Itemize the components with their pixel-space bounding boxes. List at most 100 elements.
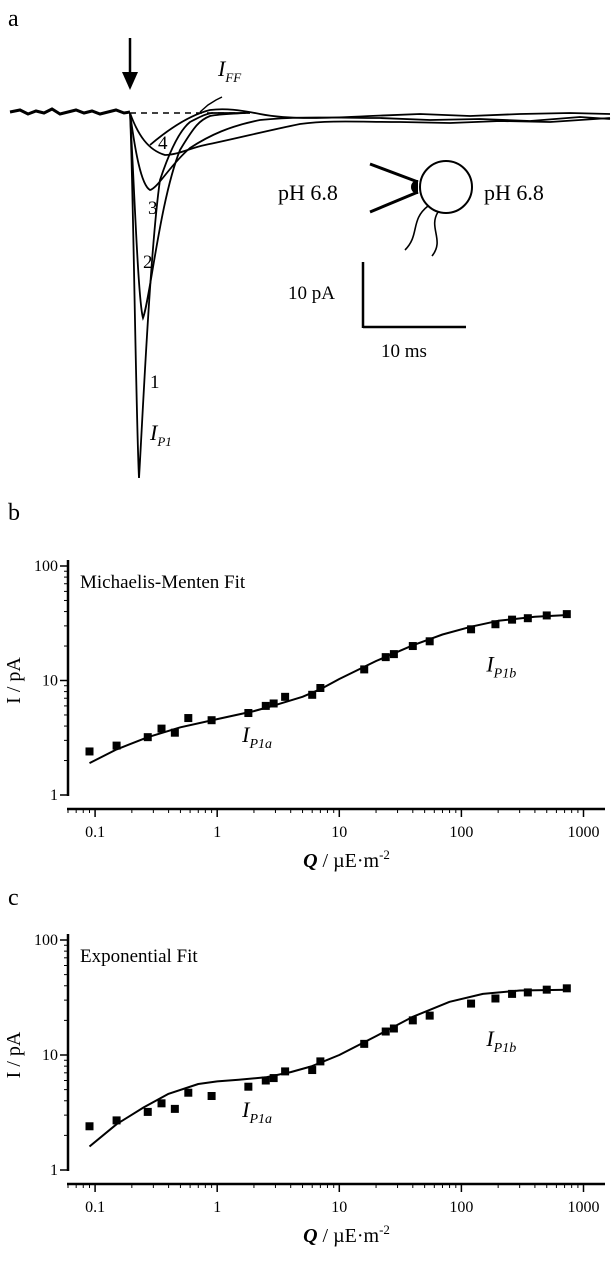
- data-point: [542, 611, 551, 620]
- annotation-ip1b: IP1b: [485, 651, 516, 681]
- cell-flagellum-2: [431, 211, 439, 257]
- panel-letter-c: c: [8, 885, 19, 911]
- trace-label-1: 1: [150, 372, 160, 393]
- data-point: [316, 683, 325, 692]
- scale-bars: 10 pA 10 ms: [288, 262, 466, 362]
- panel-a-traces: 4 3 2 1 IFF IP1: [9, 38, 611, 479]
- data-point: [170, 728, 179, 737]
- cell-flagellum-1: [404, 205, 429, 251]
- x-tick-label: 1: [213, 824, 221, 841]
- y-tick-label: 10: [42, 673, 58, 690]
- x-tick-label: 1000: [567, 824, 599, 841]
- y-axis-title: I / pA: [3, 1031, 25, 1078]
- x-axis-title: Q / µE·m-2: [303, 847, 390, 872]
- data-point: [308, 690, 317, 699]
- fit-curve: [88, 988, 569, 1148]
- data-point: [184, 714, 193, 723]
- scale-label-time: 10 ms: [381, 341, 427, 362]
- data-point: [491, 994, 500, 1003]
- data-point: [523, 988, 532, 997]
- x-tick-label: 100: [449, 1199, 473, 1216]
- data-point: [261, 701, 270, 710]
- trace-2: [129, 112, 246, 321]
- data-point: [143, 1107, 152, 1116]
- data-point: [157, 1099, 166, 1108]
- stimulus-arrow-head: [122, 72, 138, 90]
- pipette-upper-edge: [369, 162, 419, 184]
- data-point: [508, 989, 517, 998]
- data-point: [170, 1104, 179, 1113]
- data-point: [269, 699, 278, 708]
- data-point: [281, 692, 290, 701]
- panel-letter-a: a: [8, 6, 19, 32]
- data-point: [85, 747, 94, 756]
- x-tick-label: 1000: [567, 1199, 599, 1216]
- data-point: [381, 1027, 390, 1036]
- panel-b-plot: 1 10 100 0.1 1 10 100 1000 I / pA Q / µE·m-2 Micha…: [3, 558, 605, 872]
- data-point: [308, 1066, 317, 1075]
- data-point: [143, 733, 152, 742]
- x-axis-title: Q / µE·m-2: [303, 1222, 390, 1247]
- trace-3: [129, 112, 611, 191]
- cell-schematic: pH 6.8 pH 6.8: [278, 160, 544, 257]
- panel-letter-b: b: [8, 500, 20, 526]
- data-point: [562, 610, 571, 619]
- membrane-patch: [411, 180, 418, 194]
- trace-iff-rise: [199, 96, 223, 113]
- y-tick-label: 100: [34, 558, 58, 575]
- annotation-ip1a: IP1a: [241, 1097, 272, 1127]
- ph-label-left: pH 6.8: [278, 180, 338, 205]
- data-point: [184, 1088, 193, 1097]
- trace-label-4: 4: [158, 133, 168, 154]
- x-tick-label: 1: [213, 1199, 221, 1216]
- trace-1: [129, 112, 250, 479]
- x-tick-label: 10: [331, 824, 347, 841]
- y-tick-label: 10: [42, 1047, 58, 1064]
- trace-label-2: 2: [143, 252, 153, 273]
- data-point: [316, 1057, 325, 1066]
- x-tick-label: 0.1: [85, 824, 105, 841]
- data-point: [381, 653, 390, 662]
- data-point: [207, 1092, 216, 1101]
- data-point: [157, 724, 166, 733]
- panel-c-plot: 1 10 100 0.1 1 10 100 1000 I / pA Q / µE·m-2 Expon…: [3, 932, 605, 1247]
- plot-title: Exponential Fit: [80, 946, 198, 967]
- ph-label-right: pH 6.8: [484, 180, 544, 205]
- y-tick-label: 1: [50, 1162, 58, 1179]
- data-point: [85, 1122, 94, 1131]
- x-tick-label: 10: [331, 1199, 347, 1216]
- data-point: [523, 614, 532, 623]
- annotation-ip1a: IP1a: [241, 722, 272, 752]
- data-point: [491, 620, 500, 629]
- data-point: [542, 985, 551, 994]
- plot-title: Michaelis-Menten Fit: [80, 572, 246, 593]
- data-point: [269, 1074, 278, 1083]
- trace-baseline-pre: [9, 107, 131, 116]
- data-point: [408, 1016, 417, 1025]
- data-point: [389, 650, 398, 659]
- data-point: [425, 1011, 434, 1020]
- y-axis-title: I / pA: [3, 657, 25, 704]
- fit-curve: [89, 614, 569, 764]
- trace-label-3: 3: [148, 198, 158, 219]
- data-point: [244, 1082, 253, 1091]
- data-point: [360, 1039, 369, 1048]
- pipette-lower-edge: [369, 190, 419, 214]
- data-point: [467, 625, 476, 634]
- y-tick-label: 1: [50, 787, 58, 804]
- data-point: [508, 615, 517, 624]
- trace-4: [129, 112, 611, 156]
- label-iff: IFF: [217, 56, 242, 85]
- data-point: [360, 665, 369, 674]
- scale-label-current: 10 pA: [288, 283, 335, 304]
- data-point: [389, 1024, 398, 1033]
- x-tick-label: 100: [449, 824, 473, 841]
- data-point: [562, 984, 571, 993]
- label-ip1: IP1: [149, 420, 172, 449]
- cell-body: [419, 160, 473, 214]
- annotation-ip1b: IP1b: [485, 1026, 516, 1056]
- data-point: [281, 1067, 290, 1076]
- data-point: [425, 637, 434, 646]
- data-point: [467, 999, 476, 1008]
